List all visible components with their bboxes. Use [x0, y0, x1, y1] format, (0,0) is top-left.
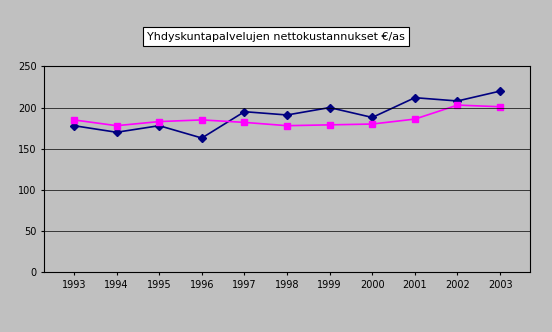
Text: Yhdyskuntapalvelujen nettokustannukset €/as: Yhdyskuntapalvelujen nettokustannukset €… — [147, 32, 405, 42]
